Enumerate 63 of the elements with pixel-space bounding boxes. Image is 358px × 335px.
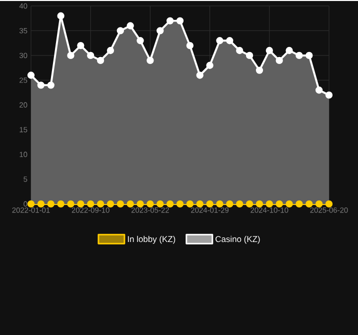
point [206,200,214,208]
point [87,200,94,208]
point [47,200,54,208]
point [37,82,45,89]
point [206,62,214,69]
point [116,27,124,34]
point [67,200,74,208]
point [226,37,234,44]
point [106,200,114,208]
point [296,52,303,60]
point [176,17,184,24]
point [276,56,283,64]
point [186,42,194,50]
point [96,200,104,208]
point [286,46,293,54]
point [96,56,104,64]
point [196,72,204,79]
point [136,200,144,208]
point [216,200,224,208]
point [166,200,174,208]
point [27,72,35,79]
point [67,52,74,60]
point [57,200,64,208]
point [126,200,134,208]
point [315,200,323,208]
point [226,200,234,208]
point [196,200,204,208]
point [176,200,184,208]
point [256,66,264,74]
point [126,22,134,30]
point [146,200,154,208]
point [57,12,64,20]
point [236,200,244,208]
point [246,200,254,208]
point [186,200,194,208]
point [256,200,264,208]
point [266,46,273,54]
point [87,52,94,60]
point [106,46,114,54]
point [325,91,333,99]
point [77,42,84,50]
point [266,200,273,208]
point [77,200,84,208]
point [156,200,164,208]
point [325,200,333,208]
point [146,56,154,64]
point [246,52,254,60]
point [236,46,244,54]
point [296,200,303,208]
legend-label: In lobby (KZ) [128,236,176,244]
point [116,200,124,208]
point [166,17,174,24]
point [136,37,144,44]
point [276,200,283,208]
point [315,86,323,94]
point [286,200,293,208]
point [306,200,313,208]
point [306,52,313,60]
point [156,27,164,34]
point [37,200,45,208]
legend-label: Casino (KZ) [216,236,260,244]
point [47,82,54,89]
point [216,37,224,44]
